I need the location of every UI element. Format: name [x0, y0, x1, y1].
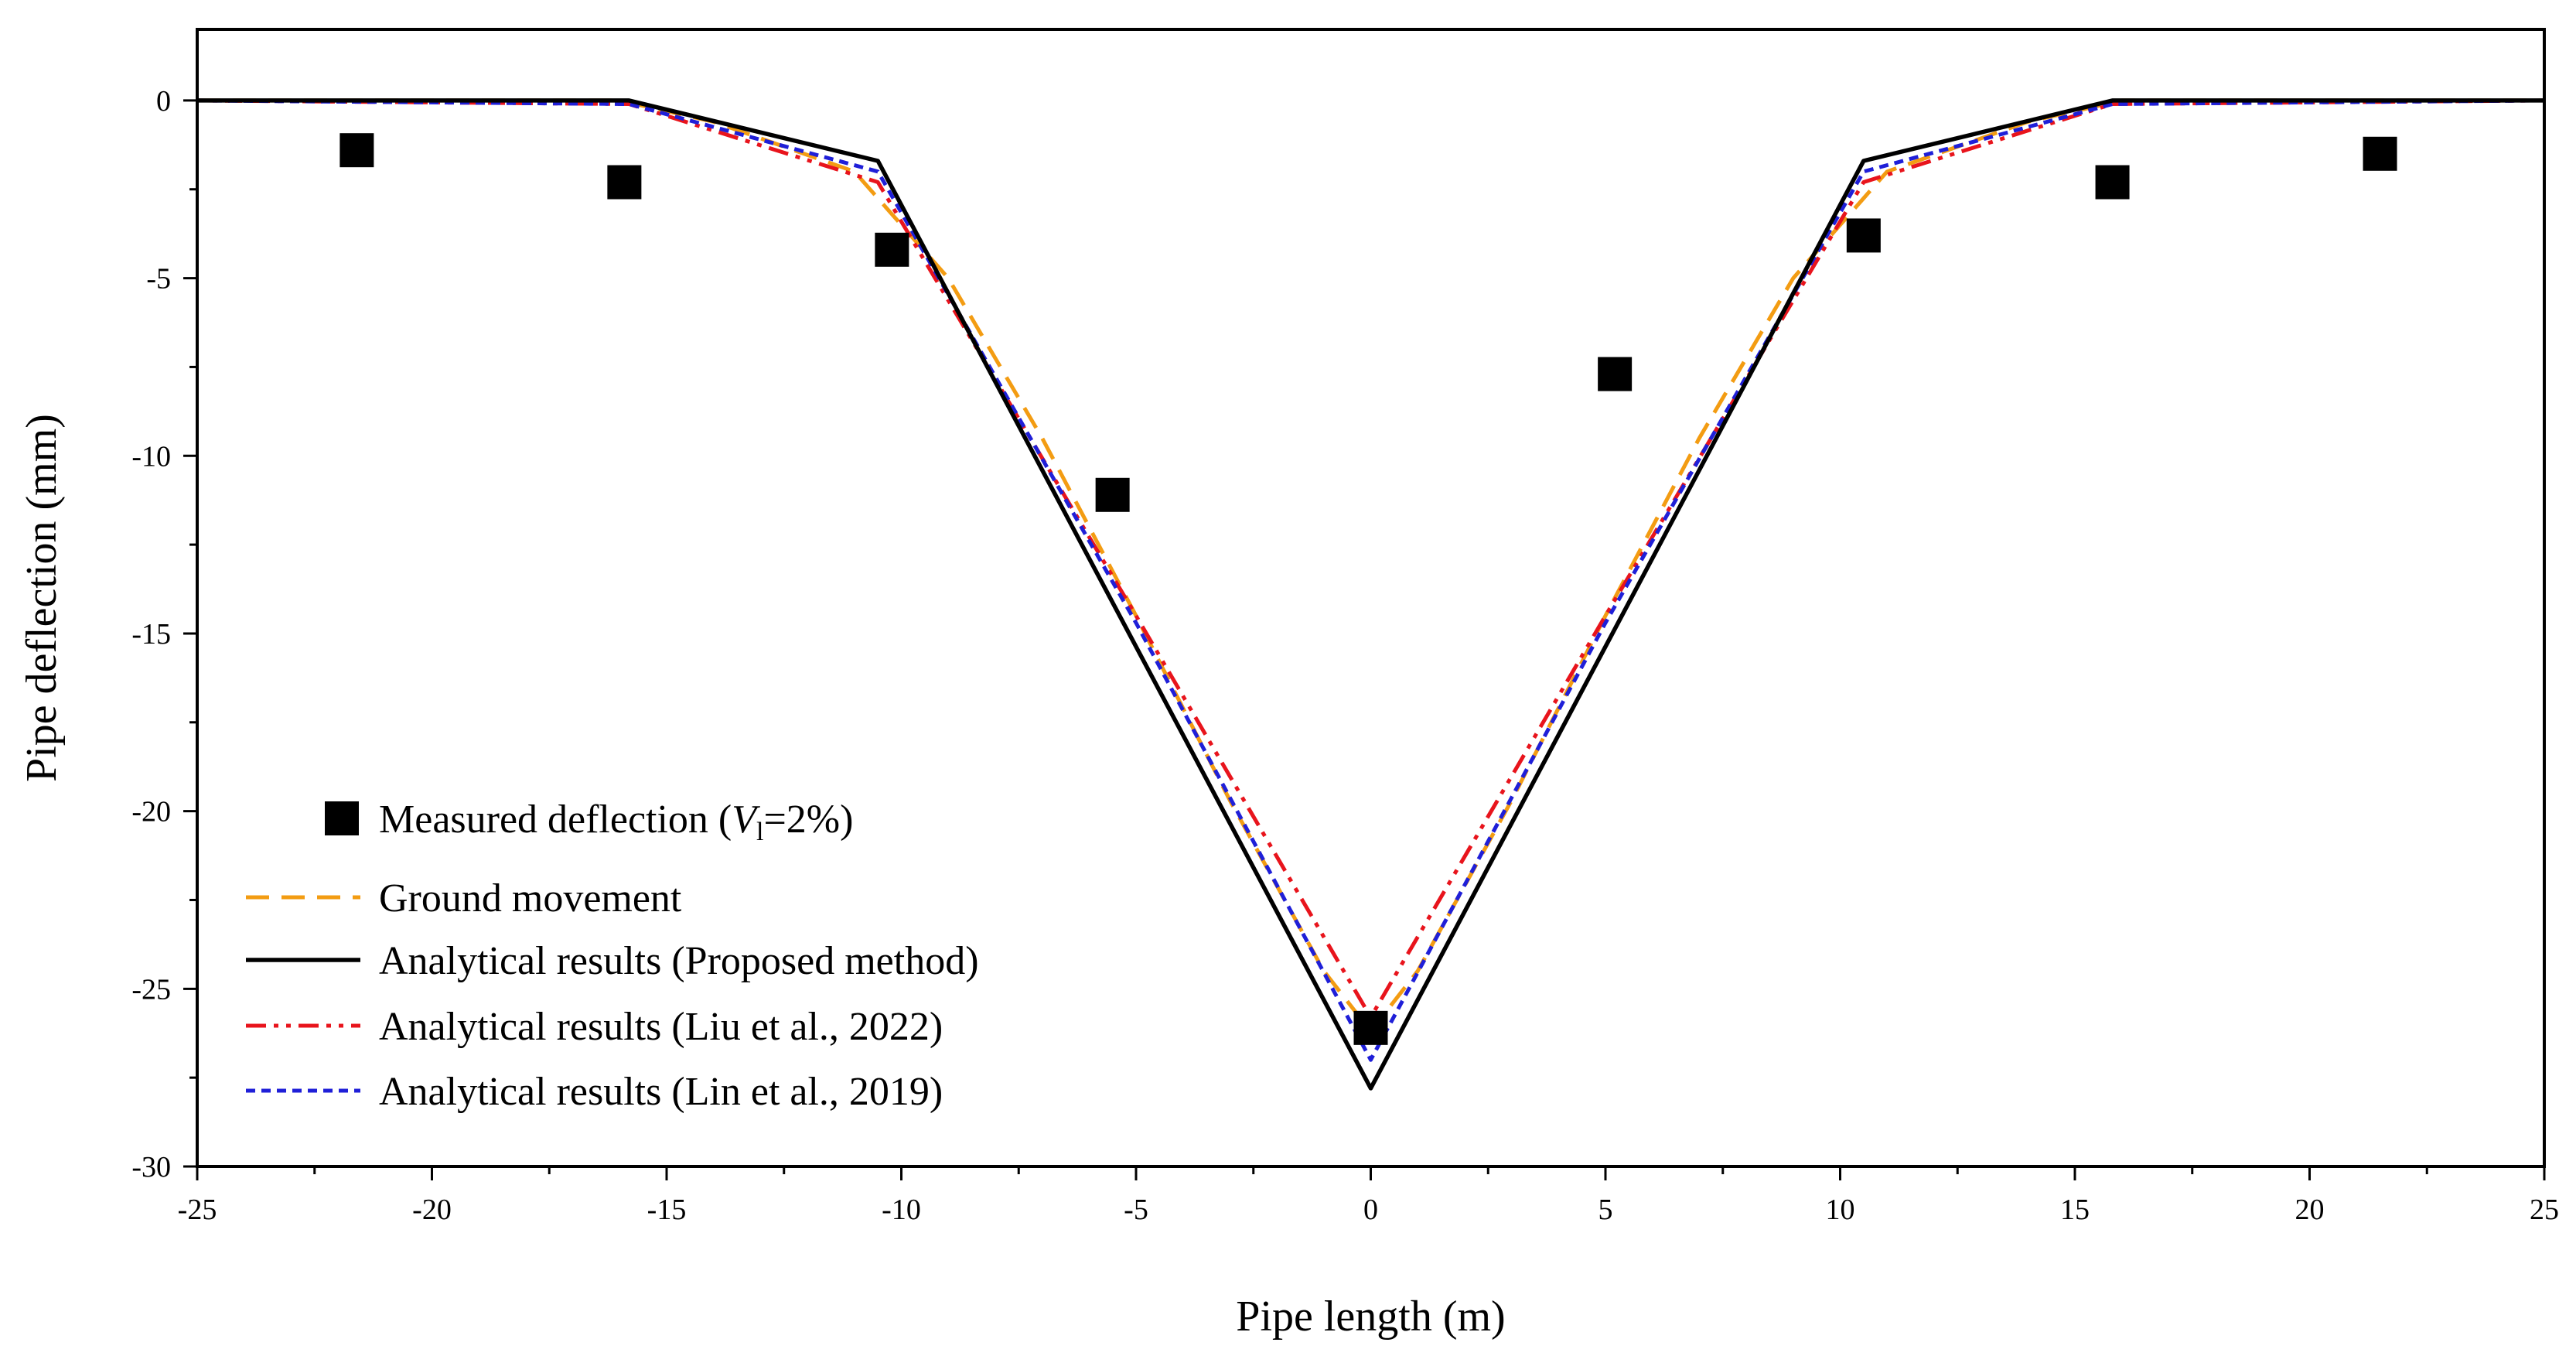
y-axis-title: Pipe deflection (mm)	[18, 414, 66, 782]
x-tick-label: 25	[2530, 1194, 2559, 1226]
measured-point	[339, 133, 374, 168]
x-tick-label: 15	[2060, 1194, 2090, 1226]
x-tick-label: 5	[1598, 1194, 1613, 1226]
x-tick-label: 20	[2295, 1194, 2325, 1226]
y-tick-label: -5	[146, 263, 171, 295]
plot-frame	[196, 28, 2546, 1168]
y-tick-label: 0	[156, 85, 171, 118]
series-line-analytical-results-lin-et-al-2019	[196, 98, 2545, 1062]
x-tick-label: -25	[178, 1194, 217, 1226]
x-tick-label: -10	[882, 1194, 921, 1226]
legend-label: Ground movement	[379, 876, 682, 921]
legend-label: Analytical results (Liu et al., 2022)	[379, 1005, 943, 1049]
legend-label: Analytical results (Lin et al., 2019)	[379, 1070, 943, 1114]
legend-marker	[325, 801, 359, 835]
measured-point	[2363, 136, 2397, 171]
measured-point	[607, 165, 642, 200]
legend-label: Measured deflection (Vl=2%)	[379, 798, 853, 846]
x-tick-label: -15	[647, 1194, 687, 1226]
x-tick-label: 0	[1363, 1194, 1378, 1226]
x-axis-title: Pipe length (m)	[1236, 1293, 1505, 1341]
y-tick-label: -30	[131, 1151, 171, 1184]
measured-point	[1095, 477, 1130, 512]
y-tick-label: -10	[131, 440, 171, 473]
y-tick-label: -15	[131, 618, 171, 651]
measured-point	[1353, 1010, 1388, 1045]
measured-point	[875, 232, 909, 267]
legend-label: Analytical results (Proposed method)	[379, 939, 979, 983]
measured-point	[2095, 165, 2130, 200]
x-tick-label: -20	[412, 1194, 452, 1226]
plot-area	[196, 98, 2545, 1091]
x-tick-label: -5	[1124, 1194, 1148, 1226]
y-tick-label: -20	[131, 796, 171, 828]
legend: Measured deflection (Vl=2%) Ground moveme…	[246, 798, 979, 1114]
measured-point	[1598, 357, 1633, 391]
measured-point	[1846, 218, 1881, 253]
axis-ticks: -25 -20 -15 -10 -5 0 5 10 15 20 250-5-10-15-20-25-…	[131, 85, 2559, 1226]
y-tick-label: -25	[131, 973, 171, 1006]
x-tick-label: 10	[1826, 1194, 1855, 1226]
series-line-analytical-results-proposed-method	[197, 98, 2544, 1091]
